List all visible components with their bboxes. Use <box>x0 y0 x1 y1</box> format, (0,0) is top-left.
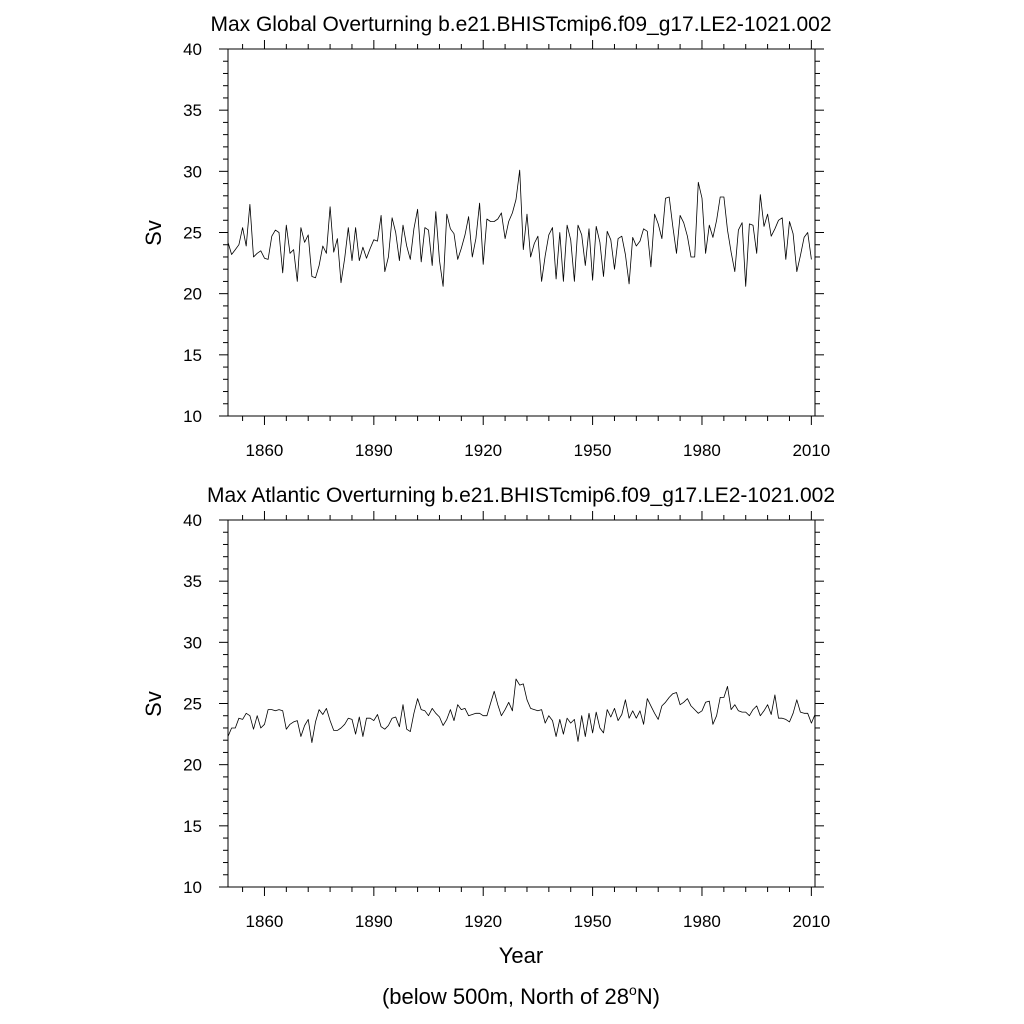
atlantic-overturning-series-line <box>227 678 816 743</box>
global-y-tick-label: 40 <box>183 40 202 59</box>
global-plot-frame <box>227 48 816 417</box>
global-x-tick-label: 1920 <box>464 441 502 460</box>
atlantic-x-tick-label: 1920 <box>464 912 502 931</box>
global-x-tick-label: 1890 <box>355 441 393 460</box>
atlantic-y-axis-label: Sv <box>141 691 166 717</box>
atlantic-y-tick-label: 30 <box>183 633 202 652</box>
global-x-tick-label: 1980 <box>683 441 721 460</box>
global-overturning-series-line <box>227 169 812 287</box>
atlantic-axis-ticks <box>219 511 824 896</box>
atlantic-y-tick-label: 35 <box>183 572 202 591</box>
atlantic-plot-frame <box>227 519 816 888</box>
global-x-tick-label: 2010 <box>792 441 830 460</box>
atlantic-y-tick-label: 20 <box>183 756 202 775</box>
global-y-tick-label: 35 <box>183 101 202 120</box>
global-y-tick-label: 30 <box>183 162 202 181</box>
global-y-tick-label: 10 <box>183 407 202 426</box>
x-axis-label: Year <box>499 943 543 968</box>
atlantic-x-tick-label: 1890 <box>355 912 393 931</box>
atlantic-chart-title: Max Atlantic Overturning b.e21.BHISTcmip… <box>207 484 835 507</box>
atlantic-y-tick-label: 25 <box>183 695 202 714</box>
global-y-axis-label: Sv <box>141 220 166 246</box>
global-chart-title: Max Global Overturning b.e21.BHISTcmip6.… <box>210 13 831 36</box>
footnote: (below 500m, North of 28oN) <box>382 982 660 1009</box>
footnote-prefix: (below 500m, North of 28 <box>382 984 629 1009</box>
atlantic-y-tick-label: 15 <box>183 817 202 836</box>
atlantic-y-tick-label: 40 <box>183 511 202 530</box>
atlantic-overturning-panel: Max Atlantic Overturning b.e21.BHISTcmip… <box>141 484 835 968</box>
atlantic-x-tick-label: 1950 <box>574 912 612 931</box>
global-y-tick-label: 25 <box>183 224 202 243</box>
global-x-tick-label: 1950 <box>574 441 612 460</box>
global-axis-ticks <box>219 40 824 425</box>
footnote-degree-superscript: o <box>629 982 637 998</box>
atlantic-y-tick-label: 10 <box>183 878 202 897</box>
global-y-tick-label: 15 <box>183 346 202 365</box>
atlantic-x-tick-label: 1980 <box>683 912 721 931</box>
global-y-tick-label: 20 <box>183 285 202 304</box>
global-overturning-panel: Max Global Overturning b.e21.BHISTcmip6.… <box>141 13 832 460</box>
atlantic-x-tick-label: 2010 <box>792 912 830 931</box>
global-x-tick-label: 1860 <box>246 441 284 460</box>
atlantic-x-tick-label: 1860 <box>246 912 284 931</box>
footnote-suffix: N) <box>637 984 660 1009</box>
